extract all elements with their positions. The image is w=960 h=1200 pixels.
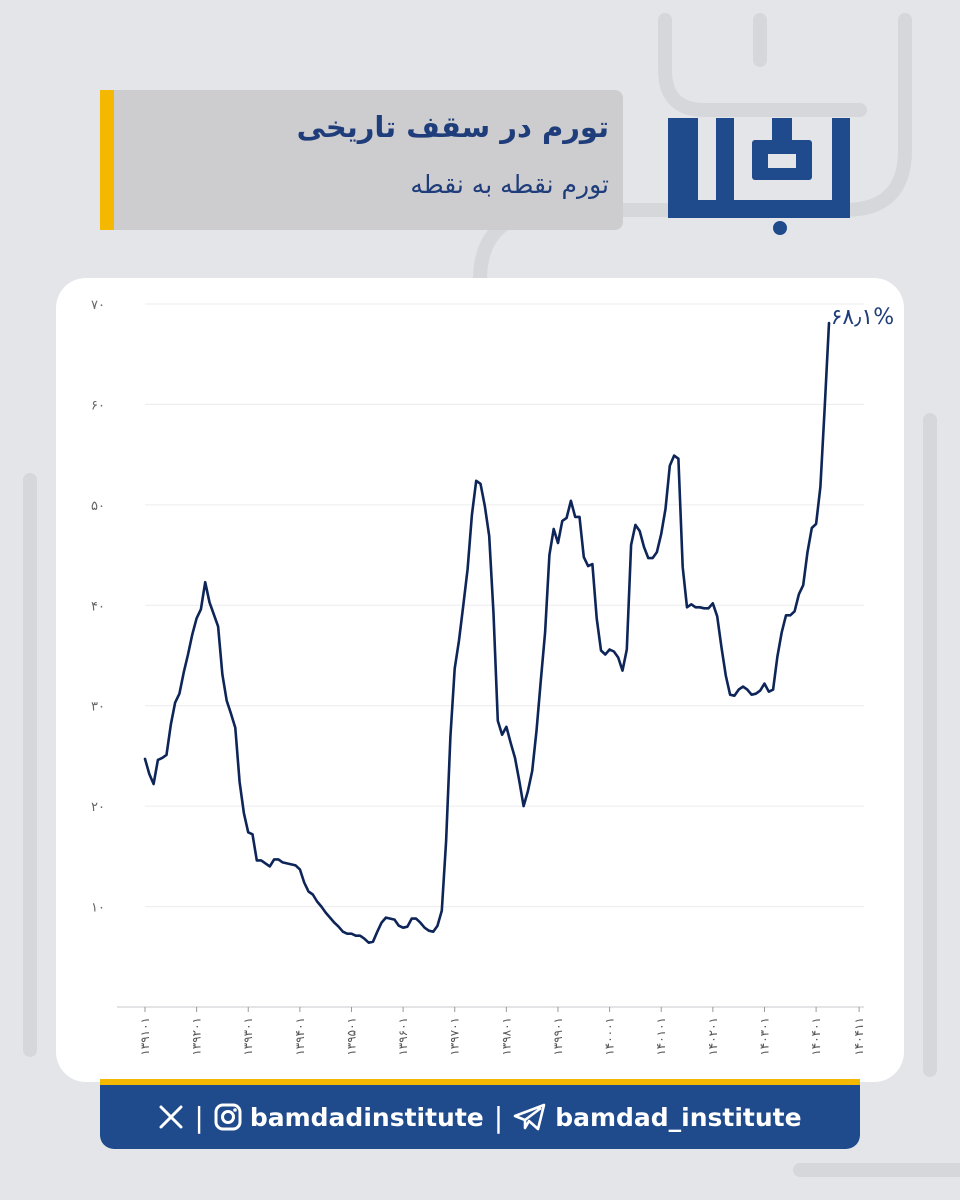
bamdad-logo: [668, 118, 850, 235]
x-tick-label: ۱۴۰۰۰۱: [603, 1017, 617, 1056]
instagram-icon[interactable]: [214, 1103, 242, 1131]
peak-value-label: ۶۸٫۱%: [831, 305, 895, 330]
x-icon[interactable]: [158, 1104, 184, 1130]
x-tick-label: ۱۳۹۳۰۱: [241, 1017, 255, 1056]
x-tick-label: ۱۳۹۸۰۱: [499, 1017, 513, 1056]
x-tick-label: ۱۳۹۶۰۱: [396, 1017, 410, 1056]
y-tick-label: ۶۰: [91, 398, 105, 413]
page-title: تورم در سقف تاریخی: [296, 110, 609, 144]
x-tick-label: ۱۴۰۱۰۱: [654, 1017, 668, 1056]
footer-separator: |: [493, 1100, 504, 1134]
x-tick-label: ۱۳۹۷۰۱: [448, 1017, 462, 1056]
y-tick-label: ۱۰: [91, 901, 105, 916]
footer-handle-secondary[interactable]: bamdad_institute: [555, 1102, 802, 1132]
footer-accent-bar: [100, 1079, 860, 1087]
x-tick-label: ۱۴۰۲۰۱: [706, 1017, 720, 1056]
x-tick-label: ۱۳۹۲۰۱: [190, 1017, 204, 1056]
x-tick-label: ۱۴۰۳۰۱: [757, 1017, 771, 1056]
y-tick-label: ۵۰: [91, 499, 105, 514]
y-tick-label: ۲۰: [91, 800, 105, 815]
inflation-line-chart: ۱۰ ۲۰ ۳۰ ۴۰ ۵۰ ۶۰ ۷۰ ۱۳۹۱۰۱ ۱۳۹۲۰۱ ۱۳۹۳۰۱ ۱۳۹۴۰۱ ۱۳…: [91, 298, 895, 1056]
x-tick-label: ۱۴۰۴۱۱: [852, 1017, 866, 1056]
y-tick-label: ۷۰: [91, 298, 105, 313]
x-tick-label: ۱۳۹۴۰۱: [293, 1017, 307, 1056]
page-subtitle: تورم نقطه به نقطه: [410, 170, 609, 199]
inflation-series-line: [143, 321, 831, 944]
x-tick-label: ۱۴۰۴۰۱: [809, 1017, 823, 1056]
footer-handle-primary[interactable]: bamdadinstitute: [249, 1102, 484, 1132]
y-tick-label: ۳۰: [91, 700, 105, 715]
footer-separator: |: [194, 1100, 204, 1134]
chart-card: ۱۰ ۲۰ ۳۰ ۴۰ ۵۰ ۶۰ ۷۰ ۱۳۹۱۰۱ ۱۳۹۲۰۱ ۱۳۹۳۰۱ ۱۳۹۴۰۱ ۱۳…: [56, 278, 904, 1082]
x-tick-label: ۱۳۹۱۰۱: [138, 1017, 152, 1056]
header-accent-bar: [100, 90, 114, 230]
footer-bar: | bamdadinstitute | bamdad_institute: [100, 1085, 860, 1149]
header-box: تورم در سقف تاریخی تورم نقطه به نقطه: [100, 90, 623, 230]
telegram-icon[interactable]: [513, 1102, 547, 1132]
x-tick-label: ۱۳۹۵۰۱: [344, 1017, 358, 1056]
y-tick-label: ۴۰: [91, 599, 105, 614]
x-tick-label: ۱۳۹۹۰۱: [551, 1017, 565, 1056]
